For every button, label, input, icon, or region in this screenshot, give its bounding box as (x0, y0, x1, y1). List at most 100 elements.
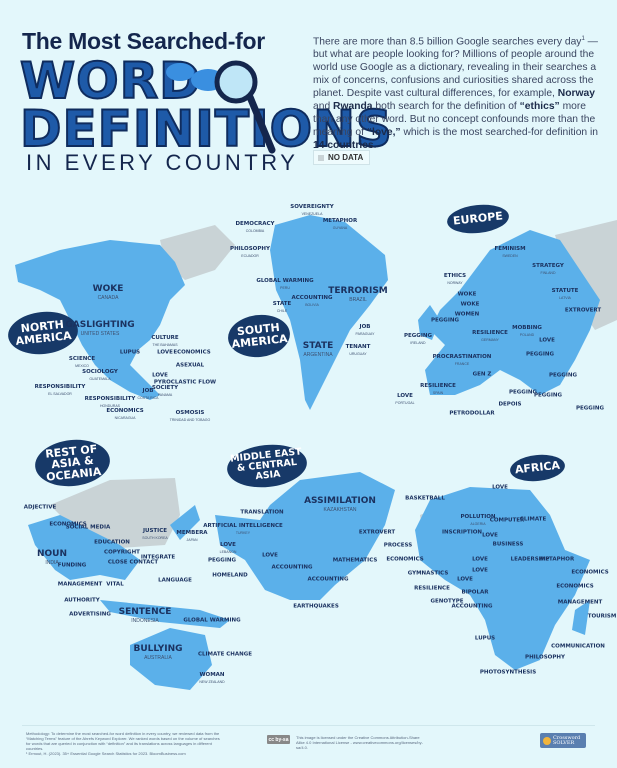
label-word: EARTHQUAKES (293, 603, 339, 610)
label-word: TENANT (345, 343, 371, 350)
no-data-swatch (318, 154, 324, 161)
europe-land (425, 230, 600, 395)
label-word: PEGGING (431, 317, 459, 324)
label-country: EL SALVADOR (48, 391, 72, 396)
country-label: WOMEN (455, 304, 480, 321)
label-word: DEMOCRACY (235, 220, 275, 227)
label-word: ACCOUNTING (451, 603, 493, 610)
country-label: OSMOSIS TRINIDAD AND TOBAGO (170, 402, 211, 423)
label-word: JOB (142, 387, 154, 394)
label-word: GENOTYPE (430, 598, 464, 605)
label-word: COPYRIGHT (104, 549, 140, 556)
label-word: MANAGEMENT (57, 581, 103, 588)
label-country: URUGUAY (349, 351, 367, 356)
country-label: ECONOMICS (571, 562, 608, 579)
country-label: STRATEGY FINLAND (532, 255, 564, 276)
label-word: INSCRIPTION (441, 529, 483, 536)
label-word: ECONOMICS (571, 569, 609, 576)
cc-license-badge[interactable]: cc by-sa (267, 735, 290, 744)
country-label: ETHICS NORWAY (444, 265, 466, 286)
country-label: PROCESS (384, 535, 412, 552)
label-word: BIPOLAR (461, 589, 489, 596)
country-label: COPYRIGHT (104, 542, 140, 559)
country-label: LOVE (457, 569, 473, 586)
country-label: BULLYING AUSTRALIA (133, 639, 182, 661)
label-word: LANGUAGE (158, 577, 192, 584)
label-word: PEGGING (549, 372, 577, 379)
legend-no-data: NO DATA (313, 150, 371, 165)
country-label: MANAGEMENT (58, 574, 102, 591)
label-word: LOVE (157, 349, 173, 356)
label-word: EDUCATION (94, 539, 130, 546)
country-label: JUSTICE SOUTH KOREA (142, 520, 167, 541)
label-word: PEGGING (576, 405, 604, 412)
country-label: JOB COSTA RICA (138, 380, 159, 401)
label-word: OSMOSIS (175, 409, 205, 416)
country-label: SOCIETY PANAMA (152, 377, 178, 398)
country-label: VITAL (106, 574, 123, 591)
country-label: ACCOUNTING (308, 569, 349, 586)
label-word: PHILOSOPHY (230, 245, 270, 252)
label-word: PEGGING (534, 392, 562, 399)
label-word: HOMELAND (212, 572, 248, 579)
europe-uk (418, 305, 440, 340)
label-word: LOVE (492, 484, 508, 491)
country-label: LOVE (262, 545, 278, 562)
country-label: ECONOMICS (386, 549, 423, 566)
label-word: GEN Z (472, 371, 492, 378)
country-label: CLOSE CONTACT (108, 552, 158, 569)
label-word: CLIMATE (519, 516, 547, 523)
country-label: METAPHOR GUYANA (323, 210, 357, 231)
country-label: FUNDING (58, 555, 87, 572)
country-label: GENOTYPE (430, 591, 463, 608)
country-label: ADJECTIVE (24, 497, 56, 514)
country-label: LUPUS (120, 342, 140, 359)
label-country: BOLIVIA (305, 302, 319, 307)
country-label: SOCIAL MEDIA (66, 517, 111, 534)
label-word: GYMNASTICS (407, 570, 449, 577)
label-country: GUATEMALA (89, 376, 111, 381)
label-word: ECONOMICS (386, 556, 424, 563)
label-word: RESILIENCE (472, 329, 508, 336)
country-label: LOVE (539, 330, 555, 347)
label-country: INDIA (45, 560, 59, 566)
label-word: STATE (302, 341, 334, 351)
country-label: LOVE (472, 549, 488, 566)
label-word: WOKE (460, 301, 480, 308)
country-label: ECONOMICS (173, 342, 210, 359)
country-label: POLLUTION ALGERIA (460, 506, 495, 527)
label-word: DEPOIS (498, 401, 522, 408)
label-word: TERRORISM (328, 286, 388, 296)
country-label: DEMOCRACY COLOMBIA (235, 213, 274, 234)
intro-paragraph: There are more than 8.5 billion Google s… (313, 36, 599, 152)
country-label: LOVE (492, 477, 508, 494)
country-label: PEGGING (534, 385, 562, 402)
label-word: GLOBAL WARMING (183, 617, 241, 624)
country-label: LUPUS (475, 628, 495, 645)
country-label: SOVEREIGNTY VENEZUELA (290, 196, 333, 217)
title-line-1: The Most Searched-for (22, 28, 265, 54)
label-country: ALGERIA (470, 521, 486, 526)
label-word: LUPUS (474, 635, 496, 642)
label-word: METAPHOR (539, 556, 575, 563)
country-label: GYMNASTICS (408, 563, 449, 580)
label-word: BULLYING (133, 644, 183, 654)
label-word: JOB (359, 323, 371, 330)
country-label: HOMELAND (212, 565, 247, 582)
country-label: METAPHOR (540, 549, 574, 566)
country-label: ARTIFICIAL INTELLIGENCE TURKEY (203, 515, 283, 536)
label-country: BRAZIL (349, 297, 367, 303)
country-label: LOVE (157, 342, 173, 359)
label-country: PANAMA (157, 392, 173, 397)
country-label: ASSIMILATION KAZAKHSTAN (304, 491, 376, 513)
label-word: PHOTOSYNTHESIS (479, 669, 537, 676)
magnifier-icon (166, 60, 276, 154)
label-country: TRINIDAD AND TOBAGO (169, 417, 211, 422)
label-country: NORWAY (447, 280, 463, 285)
south-america-land (270, 215, 388, 410)
label-word: SENTENCE (118, 607, 172, 617)
label-word: COMPUTER (489, 517, 525, 524)
label-country: GERMANY (481, 337, 499, 342)
label-word: LOVE (539, 337, 555, 344)
